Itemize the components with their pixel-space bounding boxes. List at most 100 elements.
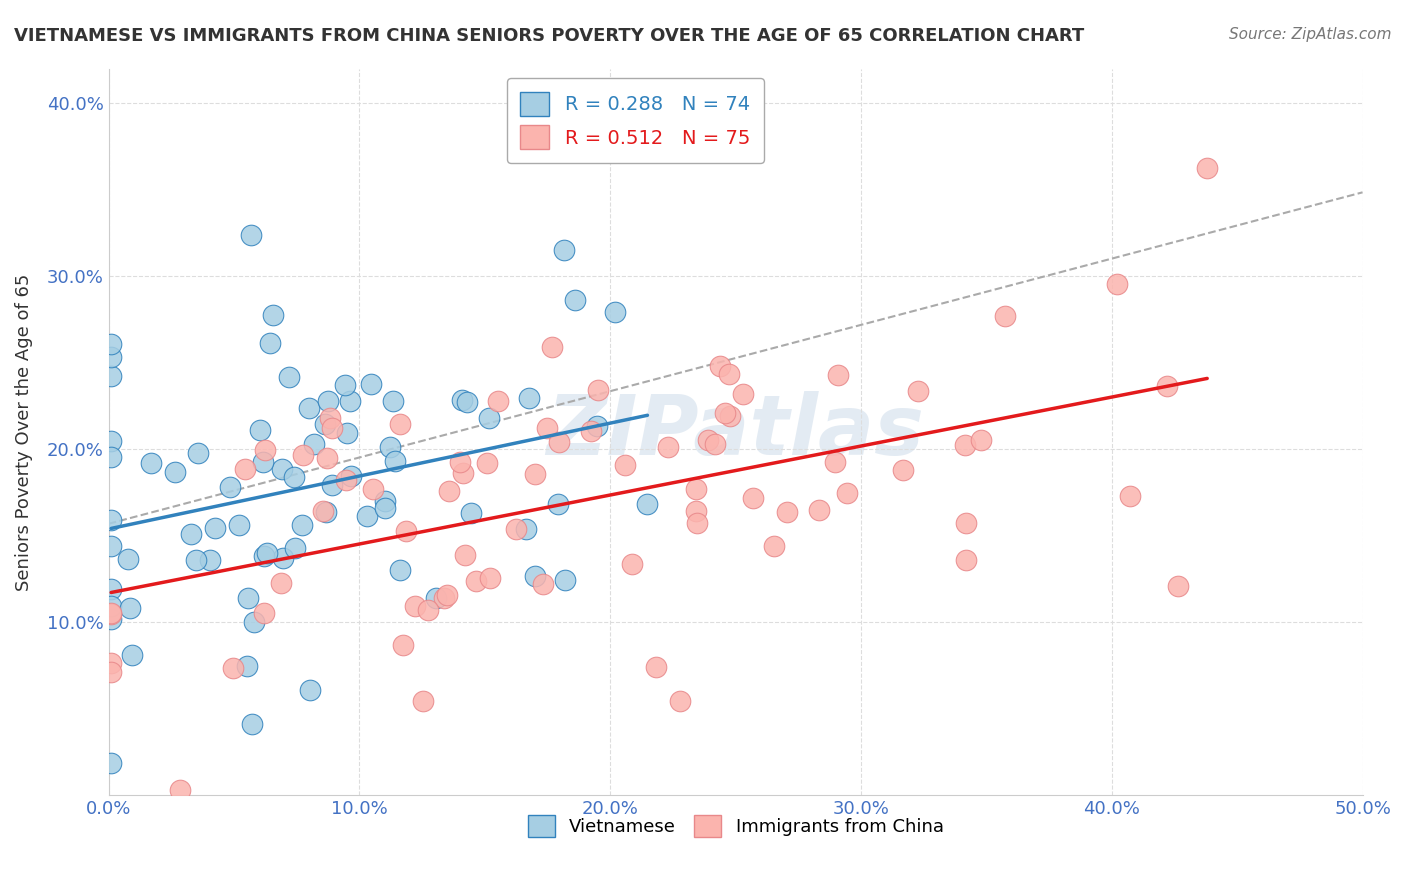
Point <box>314 417 336 431</box>
Point <box>970 433 993 447</box>
Point <box>204 521 226 535</box>
Point <box>316 394 339 409</box>
Point <box>433 591 456 605</box>
Point <box>718 367 741 381</box>
Point <box>614 458 637 472</box>
Point <box>391 638 413 652</box>
Point <box>835 485 858 500</box>
Point <box>955 516 977 531</box>
Point <box>524 467 547 481</box>
Point <box>475 456 498 470</box>
Point <box>315 505 337 519</box>
Point <box>165 465 187 479</box>
Point <box>541 340 564 354</box>
Point <box>339 468 361 483</box>
Point <box>668 693 690 707</box>
Point <box>505 522 527 536</box>
Point <box>319 410 342 425</box>
Point <box>284 541 307 555</box>
Point <box>479 571 502 585</box>
Point <box>1105 277 1128 292</box>
Point <box>425 591 447 605</box>
Point <box>316 450 339 465</box>
Point <box>808 503 831 517</box>
Point <box>718 409 741 424</box>
Point <box>121 648 143 663</box>
Point <box>235 462 257 476</box>
Point <box>100 656 122 670</box>
Point <box>657 441 679 455</box>
Point <box>636 497 658 511</box>
Point <box>586 419 609 434</box>
Point <box>453 548 475 562</box>
Point <box>953 438 976 452</box>
Point <box>460 506 482 520</box>
Point <box>374 494 396 508</box>
Text: Source: ZipAtlas.com: Source: ZipAtlas.com <box>1229 27 1392 42</box>
Point <box>249 423 271 437</box>
Point <box>418 602 440 616</box>
Point <box>579 424 602 438</box>
Point <box>620 557 643 571</box>
Point <box>278 369 301 384</box>
Point <box>388 563 411 577</box>
Point <box>100 513 122 527</box>
Point <box>242 615 264 629</box>
Point <box>548 435 571 450</box>
Point <box>515 522 537 536</box>
Point <box>356 508 378 523</box>
Point <box>436 588 458 602</box>
Point <box>228 517 250 532</box>
Point <box>994 310 1017 324</box>
Point <box>824 455 846 469</box>
Point <box>361 483 384 497</box>
Point <box>360 377 382 392</box>
Point <box>763 539 786 553</box>
Point <box>449 455 471 469</box>
Text: VIETNAMESE VS IMMIGRANTS FROM CHINA SENIORS POVERTY OVER THE AGE OF 65 CORRELATI: VIETNAMESE VS IMMIGRANTS FROM CHINA SENI… <box>14 27 1084 45</box>
Y-axis label: Seniors Poverty Over the Age of 65: Seniors Poverty Over the Age of 65 <box>15 273 32 591</box>
Point <box>378 440 401 454</box>
Point <box>100 434 122 449</box>
Point <box>311 504 333 518</box>
Point <box>554 573 576 587</box>
Point <box>955 553 977 567</box>
Point <box>685 516 707 530</box>
Point <box>339 393 361 408</box>
Point <box>335 473 357 487</box>
Legend: Vietnamese, Immigrants from China: Vietnamese, Immigrants from China <box>520 808 950 845</box>
Point <box>374 501 396 516</box>
Point <box>531 577 554 591</box>
Point <box>262 308 284 322</box>
Point <box>588 383 610 397</box>
Point <box>100 665 122 679</box>
Point <box>100 582 122 597</box>
Point <box>141 456 163 470</box>
Point <box>451 393 474 408</box>
Point <box>553 244 575 258</box>
Point <box>437 483 460 498</box>
Point <box>523 569 546 583</box>
Point <box>291 518 314 533</box>
Point <box>1197 161 1219 176</box>
Point <box>219 480 242 494</box>
Point <box>256 546 278 560</box>
Text: ZIPatlas: ZIPatlas <box>547 392 925 473</box>
Point <box>321 478 343 492</box>
Point <box>451 467 474 481</box>
Point <box>254 443 277 458</box>
Point <box>395 524 418 539</box>
Point <box>302 437 325 451</box>
Point <box>603 305 626 319</box>
Point <box>907 384 929 398</box>
Point <box>696 434 718 448</box>
Point <box>336 425 359 440</box>
Point <box>564 293 586 307</box>
Point <box>381 393 404 408</box>
Point <box>253 607 276 621</box>
Point <box>100 539 122 553</box>
Point <box>776 505 799 519</box>
Point <box>827 368 849 382</box>
Point <box>404 599 426 613</box>
Point <box>100 368 122 383</box>
